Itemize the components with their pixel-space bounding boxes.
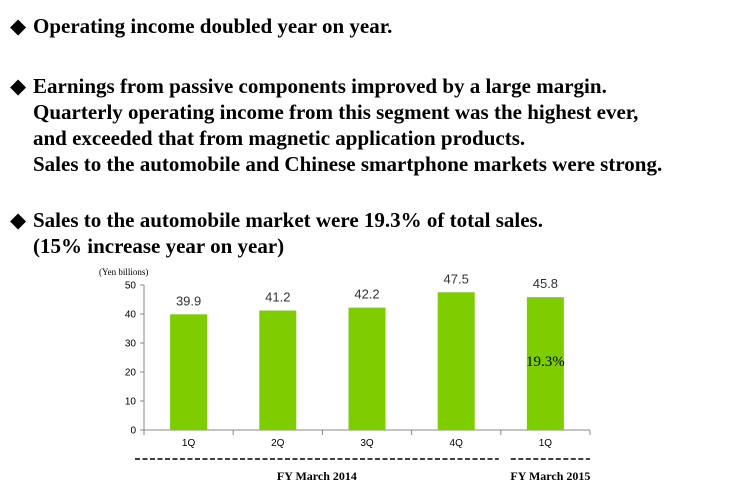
bullet-text: (15% increase year on year) [33,234,285,258]
bar-value-label: 47.5 [444,271,469,286]
bar-value-label: 39.9 [176,293,201,308]
bullet-automobile-sales: ◆ Sales to the automobile market were 19.… [10,207,543,259]
bar [259,310,297,430]
bar [170,314,208,430]
x-tick-label: 4Q [450,438,464,449]
bullet-text: Quarterly operating income from this seg… [33,100,639,124]
diamond-bullet-icon: ◆ [10,74,27,98]
bullet-text: Sales to the automobile market were 19.3… [33,208,543,232]
bullet-operating-income: ◆ Operating income doubled year on year. [10,13,392,39]
bullet-text: and exceeded that from magnetic applicat… [33,126,526,150]
bullet-text: Operating income doubled year on year. [33,14,393,38]
y-tick-label: 40 [125,310,137,321]
x-tick-label: 1Q [539,438,553,449]
y-tick-label: 20 [125,368,137,379]
bar-value-label: 42.2 [354,287,379,302]
bullet-text: Sales to the automobile and Chinese smar… [33,152,663,176]
y-tick-label: 50 [125,281,137,292]
x-tick-label: 2Q [271,438,285,449]
y-tick-label: 0 [130,426,136,437]
bar-value-label: 45.8 [533,276,558,291]
bullet-text: Earnings from passive components improve… [33,74,607,98]
bullet-passive-components: ◆ Earnings from passive components improv… [10,73,662,177]
y-axis-unit-label: (Yen billions) [99,267,148,277]
bar [437,292,475,430]
diamond-bullet-icon: ◆ [10,208,27,232]
fiscal-period-label: FY March 2015 [510,469,590,483]
diamond-bullet-icon: ◆ [10,14,27,38]
sales-share-annotation: 19.3% [526,354,565,370]
x-tick-label: 3Q [360,438,374,449]
y-tick-label: 10 [125,397,137,408]
bar [348,307,386,430]
bar-value-label: 41.2 [265,290,290,305]
fiscal-period-label: FY March 2014 [277,469,357,483]
x-tick-label: 1Q [182,438,196,449]
bar [526,297,564,430]
y-tick-label: 30 [125,339,137,350]
